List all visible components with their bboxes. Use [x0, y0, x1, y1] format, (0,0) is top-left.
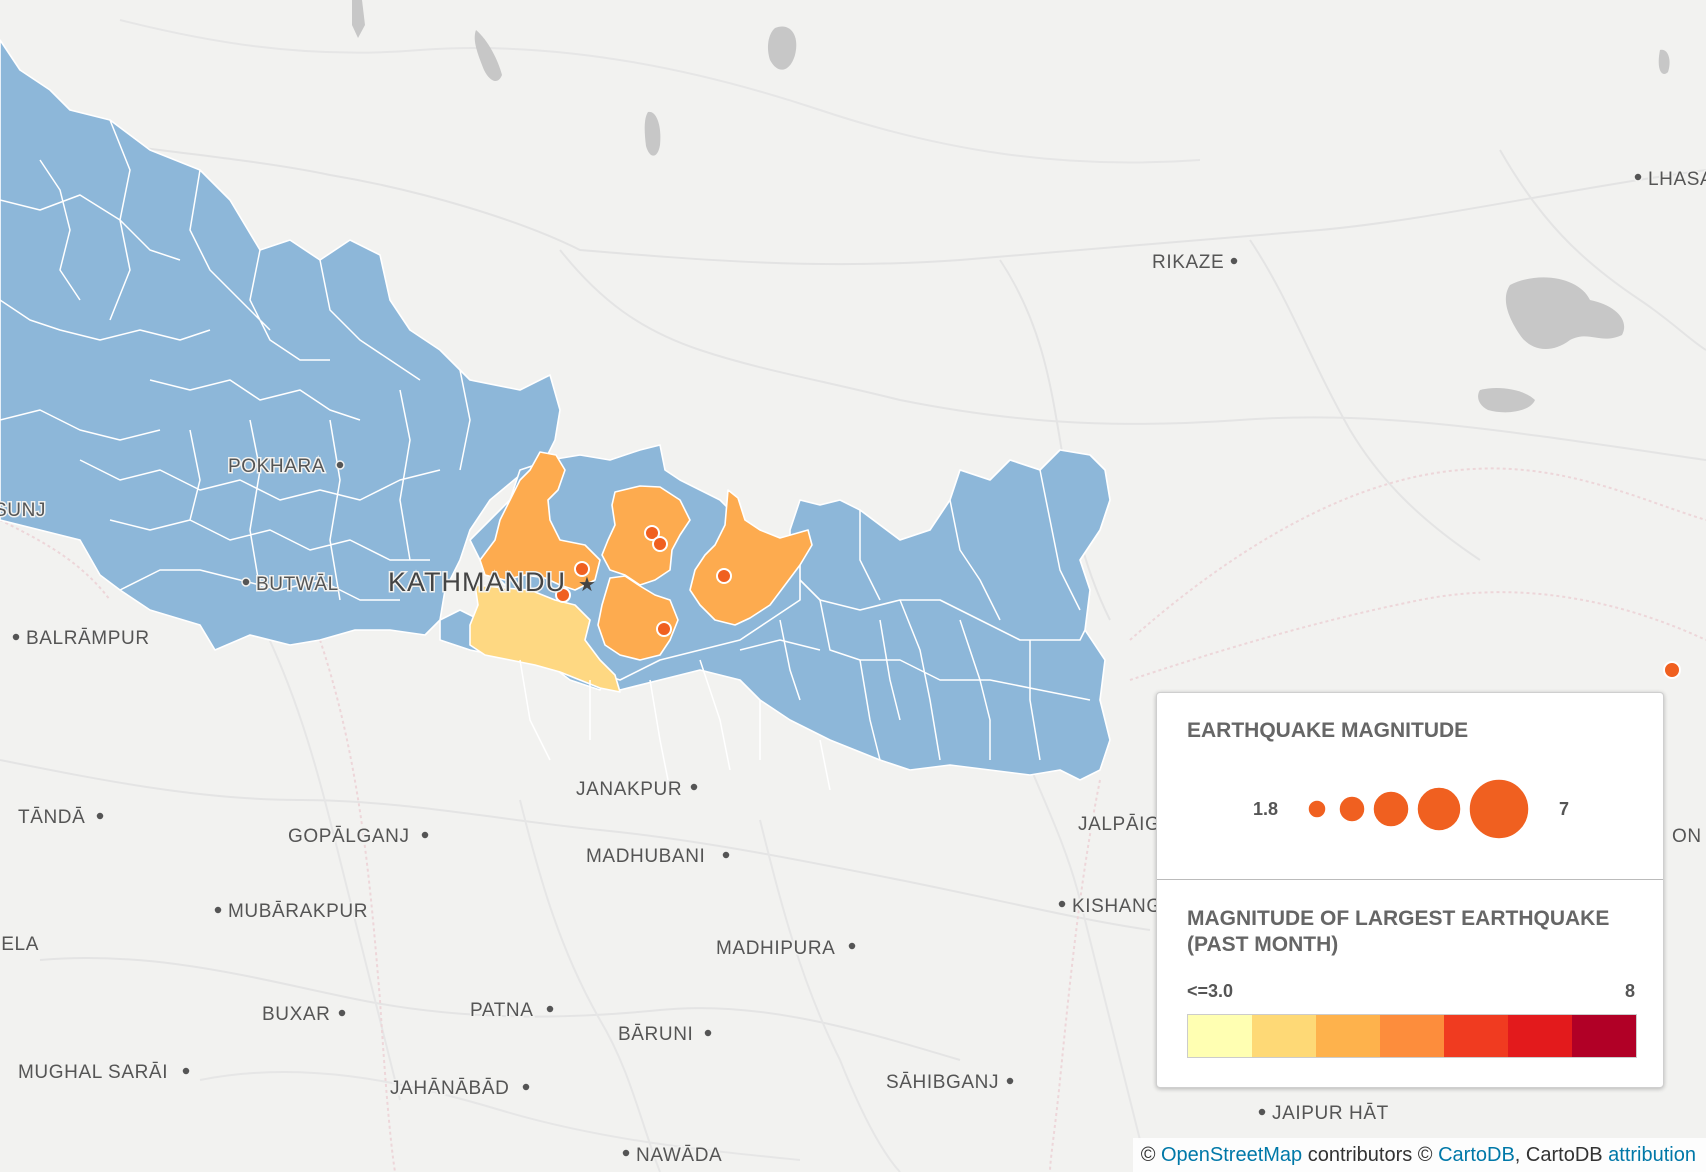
legend-ramp-swatch: [1444, 1015, 1508, 1057]
district-region-east[interactable]: [789, 449, 1111, 641]
city-dot: [335, 460, 345, 470]
city-dot: [545, 1004, 555, 1014]
city-label-jalpaiguri: JALPĀIG: [1078, 814, 1160, 835]
attribution-link[interactable]: attribution: [1608, 1144, 1696, 1166]
district-kavre[interactable]: [597, 575, 679, 661]
city-labels: LHASA RIKAZE POKHARA SUNJ BUTWĀL KATHMAN…: [0, 168, 1706, 1168]
legend-ramp-min: <=3.0: [1187, 981, 1234, 1001]
quake-marker[interactable]: [1663, 661, 1681, 679]
quake-marker[interactable]: [555, 587, 571, 603]
legend-divider: [1157, 879, 1663, 880]
quake-marker[interactable]: [644, 525, 660, 541]
city-label-jaipur-hat: JAIPUR HĀT: [1272, 1103, 1389, 1124]
legend-choropleth-title-line2: (PAST MONTH): [1187, 933, 1339, 956]
legend-bubble-max: 7: [1559, 799, 1570, 819]
legend-bubble-1: [1307, 799, 1327, 819]
quake-marker[interactable]: [574, 561, 590, 577]
city-label-madhubani: MADHUBANI: [586, 846, 705, 867]
city-label-sahibganj: SĀHIBGANJ: [886, 1072, 999, 1093]
legend-choropleth-title-line1: MAGNITUDE OF LARGEST EARTHQUAKE: [1187, 907, 1610, 930]
legend-bubble-3: [1372, 790, 1410, 828]
city-label-madhipura: MADHIPURA: [716, 938, 835, 959]
city-dot: [689, 782, 699, 792]
quake-marker[interactable]: [652, 536, 668, 552]
city-label-janakpur: JANAKPUR: [576, 779, 682, 800]
city-label-tanda: TĀNDĀ: [18, 807, 85, 828]
city-dot: [521, 1082, 531, 1092]
city-dot: [95, 811, 105, 821]
city-label-mubarakpur: MUBĀRAKPUR: [228, 901, 368, 922]
city-dot: [241, 577, 251, 587]
district-gorkha[interactable]: [479, 451, 601, 591]
nepal-districts[interactable]: [0, 39, 1111, 791]
city-dot: [703, 1028, 713, 1038]
legend-ramp-swatch: [1252, 1015, 1316, 1057]
city-dot: [420, 830, 430, 840]
legend-ramp-swatch: [1188, 1015, 1252, 1057]
openstreetmap-link[interactable]: OpenStreetMap: [1160, 1144, 1303, 1166]
city-label-pokhara: POKHARA: [228, 456, 325, 477]
city-dot: [1229, 256, 1239, 266]
legend-color-ramp: [1187, 1014, 1637, 1058]
city-label-mughal-sarai: MUGHAL SARĀI: [18, 1062, 168, 1083]
district-dolakha[interactable]: [689, 489, 813, 626]
legend-ramp-swatch: [1572, 1015, 1636, 1057]
city-dot: [1057, 899, 1067, 909]
city-dot: [337, 1008, 347, 1018]
legend-bubble-min: 1.8: [1253, 799, 1279, 819]
city-dot: [621, 1148, 631, 1158]
city-dot: [847, 941, 857, 951]
city-label-kishanganj: KISHANG: [1072, 896, 1162, 917]
legend-ramp-swatch: [1380, 1015, 1444, 1057]
city-label-lhasa: LHASA: [1648, 169, 1706, 190]
legend-ramp-swatch: [1316, 1015, 1380, 1057]
city-label-patna: PATNA: [470, 1000, 534, 1021]
city-dot: [1633, 172, 1643, 182]
legend-bubble-title: EARTHQUAKE MAGNITUDE: [1187, 719, 1469, 742]
city-label-nawada: NAWĀDA: [636, 1145, 722, 1166]
attribution-middle: contributors ©: [1302, 1144, 1439, 1166]
city-label-butwal: BUTWĀL: [256, 574, 339, 595]
legend-ramp-max: 8: [1624, 981, 1635, 1001]
earthquake-markers[interactable]: [555, 525, 1681, 679]
city-label-jahanabad: JAHĀNĀBĀD: [390, 1078, 509, 1099]
city-dot: [11, 632, 21, 642]
legend-bubble-4: [1416, 786, 1462, 832]
city-label-on: ON: [1672, 826, 1702, 847]
city-label-balrampur: BALRĀMPUR: [26, 628, 150, 649]
attribution-suffix: , CartoDB: [1514, 1144, 1609, 1166]
quake-marker[interactable]: [656, 621, 672, 637]
cartodb-link[interactable]: CartoDB: [1438, 1144, 1515, 1166]
city-dot: [1257, 1107, 1267, 1117]
city-label-rikaze: RIKAZE: [1152, 252, 1224, 273]
legend-bubble-2: [1338, 795, 1366, 823]
city-label-bela: BELA: [0, 934, 39, 955]
basemap-roads: [0, 19, 1706, 1172]
city-dot: [213, 905, 223, 915]
map-legend: EARTHQUAKE MAGNITUDE 1.8 7 MAGNITUDE OF …: [1156, 692, 1664, 1088]
legend-ramp-swatch: [1508, 1015, 1572, 1057]
legend-bubble-5: [1468, 778, 1530, 840]
district-region-west[interactable]: [0, 39, 561, 651]
city-label-gopalganj: GOPĀLGANJ: [288, 826, 410, 847]
city-label-baruni: BĀRUNI: [618, 1024, 693, 1045]
lakes: [352, 0, 1670, 413]
city-dot: [721, 850, 731, 860]
city-dot: [181, 1066, 191, 1076]
city-dot: [1005, 1076, 1015, 1086]
attribution-prefix: ©: [1140, 1144, 1161, 1166]
legend-bubbles: [1307, 778, 1530, 840]
city-label-sunj: SUNJ: [0, 500, 46, 521]
city-label-kathmandu: KATHMANDU: [388, 567, 566, 597]
city-label-buxar: BUXAR: [262, 1004, 330, 1025]
map-attribution: © OpenStreetMap contributors © CartoDB, …: [1132, 1138, 1706, 1172]
capital-star-icon: ★: [578, 574, 596, 596]
quake-marker[interactable]: [716, 568, 732, 584]
